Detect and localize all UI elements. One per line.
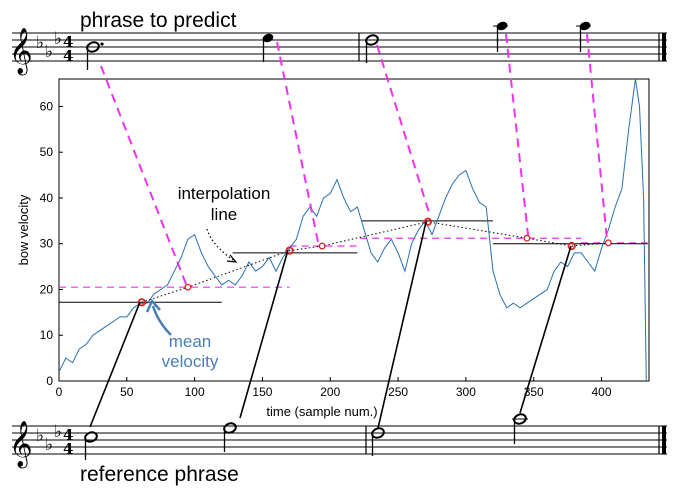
y-axis-label: bow velocity [16,194,31,265]
bottom-note-4 [512,413,528,444]
bottom-staff-lines [12,426,667,454]
svg-text:♭: ♭ [54,422,62,442]
x-tick-label: 0 [56,385,63,399]
predict-connector-5 [587,34,607,240]
reference-connector-4 [520,246,571,413]
treble-clef-icon: 𝄞 [9,421,33,469]
y-tick-label: 50 [40,145,54,159]
x-tick-label: 100 [185,385,205,399]
y-tick-label: 0 [46,374,53,388]
y-tick-label: 40 [40,191,54,205]
predict-connector-3 [377,45,430,216]
predicted-marker [319,243,325,249]
predicted-marker [185,284,191,290]
bottom-staff: 𝄞 ♭ ♭ ♭ 4 4 reference phrase [9,413,667,486]
mean-velocity-segments [59,221,648,302]
time-signature-bottom: 4 [63,440,73,458]
x-tick-label: 250 [388,385,408,399]
svg-text:♭: ♭ [54,29,62,49]
y-tick-label: 30 [40,237,54,251]
y-tick-label: 20 [40,282,54,296]
bottom-note-1 [84,431,98,460]
interpolation-line [142,222,609,302]
phrase-to-predict-label: phrase to predict [80,9,237,32]
interpolation-label-line1: interpolation [178,184,271,203]
predicted-level-lines [59,238,648,287]
bottom-note-3 [371,427,385,456]
predict-connector-2 [277,42,318,242]
y-tick-label: 10 [40,328,54,342]
time-signature-bottom: 4 [63,47,73,65]
mean-velocity-label-line2: velocity [162,352,219,371]
bottom-final-barline-thick [662,426,666,454]
svg-text:♭: ♭ [36,426,44,446]
treble-clef-icon: 𝄞 [9,28,33,76]
svg-text:♭: ♭ [45,435,53,455]
top-final-barline-thick [662,33,666,61]
predict-connector-1 [101,66,186,284]
svg-text:♭: ♭ [36,33,44,53]
top-note-1 [86,41,104,70]
key-signature-flats-icon: ♭ ♭ ♭ [36,422,62,455]
x-axis-label: time (sample num.) [266,404,377,419]
y-tick-label: 60 [40,99,54,113]
mean-velocity-pointer [153,306,171,335]
key-signature-flats-icon: ♭ ♭ ♭ [36,29,62,62]
predicted-marker [606,240,612,246]
x-tick-label: 50 [120,385,134,399]
plot-frame [59,79,649,381]
x-tick-label: 400 [592,385,612,399]
x-tick-label: 200 [320,385,340,399]
predict-connector-4 [506,34,528,235]
svg-text:♭: ♭ [45,42,53,62]
x-tick-label: 300 [456,385,476,399]
interpolation-label-line2: line [211,205,237,224]
interpolation-arrowhead-icon [227,255,236,262]
data-markers [139,219,612,306]
mean-velocity-label-line1: mean [169,332,212,351]
reference-phrase-label: reference phrase [80,463,239,486]
top-staff: phrase to predict 𝄞 ♭ ♭ ♭ 4 4 [9,9,667,76]
x-tick-label: 150 [252,385,272,399]
top-staff-lines [12,33,667,61]
bow-velocity-series [59,79,646,381]
predicted-marker [524,235,530,241]
